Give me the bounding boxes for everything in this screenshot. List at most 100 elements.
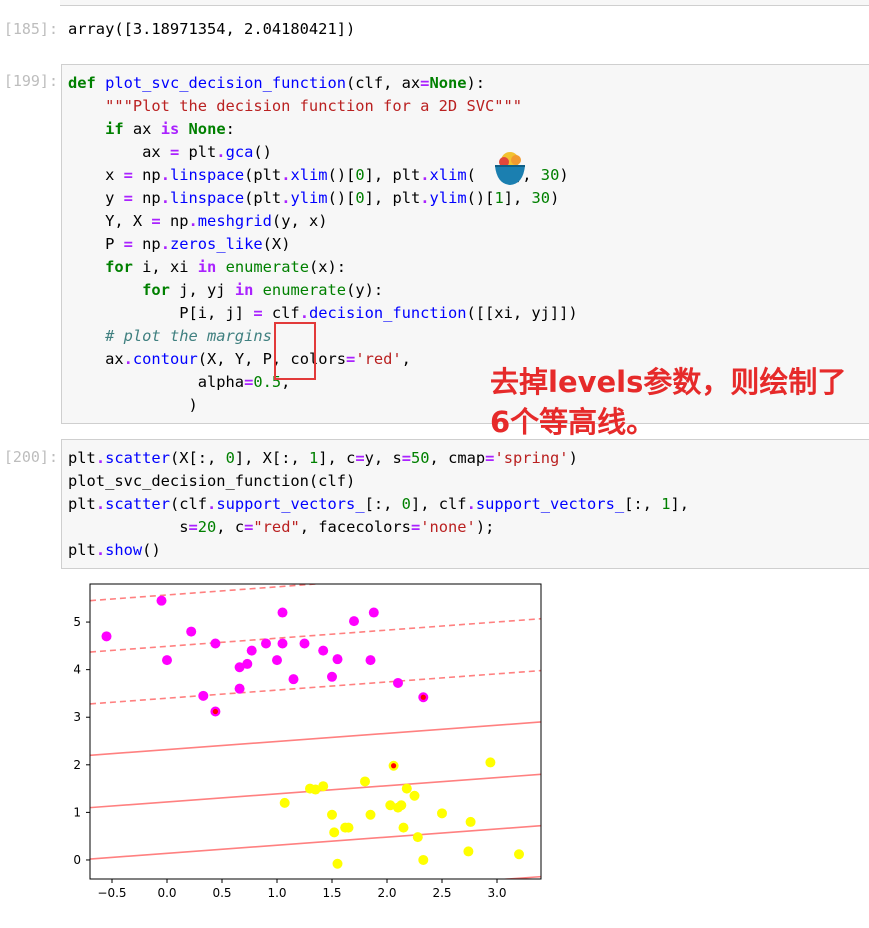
code-token: . — [420, 189, 430, 207]
code-token: ()[ — [466, 189, 495, 207]
code-token: decision_function — [308, 304, 467, 322]
data-point-class1 — [401, 783, 412, 794]
code-token: np — [132, 235, 161, 253]
code-token: support_vectors_ — [475, 495, 625, 513]
annotation-text: 去掉levels参数，则绘制了 6个等高线。 — [490, 365, 847, 439]
cell-output-185: array([3.18971354, 2.04180421]) — [68, 20, 356, 38]
plot-content — [90, 584, 541, 879]
code-token: () — [142, 541, 161, 559]
code-cell-200[interactable]: plt.scatter(X[:, 0], X[:, 1], c=y, s=50,… — [61, 439, 869, 569]
data-point-class1 — [385, 800, 396, 811]
code-line: P = np.zeros_like(X) — [68, 233, 578, 256]
food-bowl-icon — [495, 152, 525, 185]
code-token: (x): — [309, 258, 347, 276]
code-token: 1 — [661, 495, 671, 513]
code-token: zeros_like — [169, 235, 263, 253]
code-token: 1 — [309, 449, 319, 467]
plot-svg: −0.5 0.0 0.5 1.0 1.5 2.0 2.5 3.0 0 1 2 3 4 5 — [73, 583, 542, 900]
code-token: . — [95, 449, 106, 467]
code-token: for — [142, 281, 170, 299]
code-token: ], clf — [410, 495, 467, 513]
x-tick-label: 2.5 — [432, 886, 451, 900]
x-tick-label: 1.5 — [322, 886, 341, 900]
code-token: (clf — [169, 495, 208, 513]
code-token: = — [244, 373, 254, 391]
data-point-class1 — [343, 822, 354, 833]
x-tick-label: 1.0 — [267, 886, 286, 900]
code-token: ax — [123, 120, 161, 138]
data-point-class0 — [198, 690, 209, 701]
code-token: = — [123, 235, 133, 253]
code-token: s — [68, 518, 189, 536]
code-line: ) — [68, 394, 578, 417]
code-token: , facecolors — [299, 518, 411, 536]
code-token: . — [420, 166, 430, 184]
data-point-class0 — [242, 658, 253, 669]
code-token: "red" — [253, 518, 300, 536]
code-token: . — [95, 541, 106, 559]
code-token: ], X[:, — [234, 449, 309, 467]
code-line: for i, xi in enumerate(x): — [68, 256, 578, 279]
code-token: [:, — [364, 495, 402, 513]
data-point-class1 — [310, 784, 321, 795]
code-token: ); — [475, 518, 495, 536]
contour-line — [90, 617, 541, 653]
code-line: s=20, c="red", facecolors='none'); — [68, 516, 689, 539]
code-line: plot_svc_decision_function(clf) — [68, 470, 689, 493]
code-token: in — [234, 281, 254, 299]
y-tick-label: 3 — [73, 710, 81, 724]
code-token: y, s — [364, 449, 402, 467]
code-token: show — [105, 541, 143, 559]
code-token: plt — [179, 143, 217, 161]
code-token: np — [160, 212, 189, 230]
code-editor-199[interactable]: def plot_svc_decision_function(clf, ax=N… — [68, 72, 578, 417]
x-tick-label: −0.5 — [97, 886, 126, 900]
code-token: np — [132, 189, 161, 207]
code-editor-200[interactable]: plt.scatter(X[:, 0], X[:, 1], c=y, s=50,… — [68, 447, 689, 562]
code-token: clf — [262, 304, 300, 322]
code-token: 'spring' — [494, 449, 569, 467]
support-vector-point — [212, 708, 218, 715]
code-token: = — [244, 518, 254, 536]
code-token: = — [485, 449, 495, 467]
code-token — [68, 258, 105, 276]
code-token: 50 — [411, 449, 430, 467]
code-token: 1 — [494, 189, 504, 207]
code-token: j, yj — [169, 281, 235, 299]
code-token: linspace — [169, 189, 245, 207]
code-line: plt.show() — [68, 539, 689, 562]
code-token: . — [281, 189, 291, 207]
code-token: . — [160, 166, 170, 184]
data-point-class0 — [318, 645, 329, 656]
code-token: 30 — [540, 166, 560, 184]
code-cell-199[interactable]: def plot_svc_decision_function(clf, ax=N… — [61, 64, 869, 424]
code-token: ylim — [290, 189, 328, 207]
data-point-class1 — [360, 776, 370, 787]
code-token — [179, 120, 188, 138]
code-token: 0 — [401, 495, 411, 513]
code-token: x — [68, 166, 124, 184]
code-line: ax = plt.gca() — [68, 141, 578, 164]
data-point-class0 — [288, 674, 299, 685]
code-token: in — [197, 258, 217, 276]
code-token: (y, x) — [271, 212, 328, 230]
data-point-class1 — [398, 822, 409, 833]
code-token: P[i, j] — [68, 304, 254, 322]
code-line: y = np.linspace(plt.ylim()[0], plt.ylim(… — [68, 187, 578, 210]
data-point-class0 — [349, 616, 359, 627]
code-line: Y, X = np.meshgrid(y, x) — [68, 210, 578, 233]
support-vector-point — [391, 763, 397, 769]
cell-prompt-185: [185]: — [3, 20, 58, 38]
code-token: = — [169, 143, 180, 161]
data-point-class0 — [393, 677, 403, 688]
code-token: ], plt — [364, 189, 421, 207]
previous-cell-edge — [60, 0, 869, 6]
code-token: 30 — [531, 189, 551, 207]
code-token — [96, 74, 105, 92]
code-token: scatter — [105, 495, 170, 513]
code-token: [:, — [624, 495, 662, 513]
code-token: . — [466, 495, 476, 513]
code-token: = — [401, 449, 411, 467]
code-token: = — [420, 74, 430, 92]
data-point-class0 — [277, 607, 288, 618]
